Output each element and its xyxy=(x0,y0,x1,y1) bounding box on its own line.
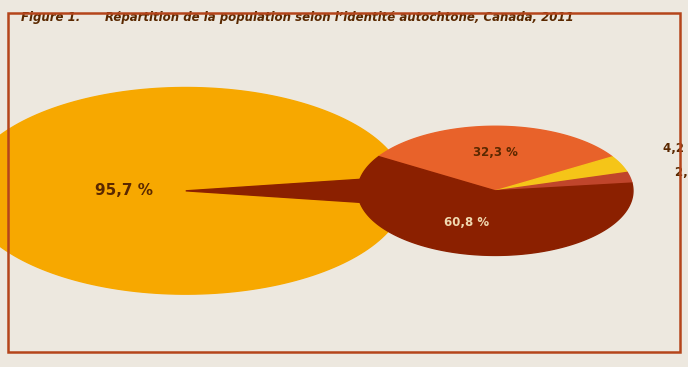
Polygon shape xyxy=(358,157,633,255)
Text: 95,7 %: 95,7 % xyxy=(95,184,153,198)
Polygon shape xyxy=(495,172,632,191)
Polygon shape xyxy=(186,177,406,205)
Polygon shape xyxy=(0,87,404,294)
Text: 2,7 %: 2,7 % xyxy=(675,166,688,179)
Text: 60,8 %: 60,8 % xyxy=(444,216,489,229)
Text: 4,2 %: 4,2 % xyxy=(663,142,688,156)
Text: 32,3 %: 32,3 % xyxy=(473,146,518,159)
Polygon shape xyxy=(495,157,627,191)
Text: Figure 1.      Répartition de la population selon l’identité autochtone, Canada,: Figure 1. Répartition de la population s… xyxy=(21,11,573,24)
Polygon shape xyxy=(378,126,612,191)
